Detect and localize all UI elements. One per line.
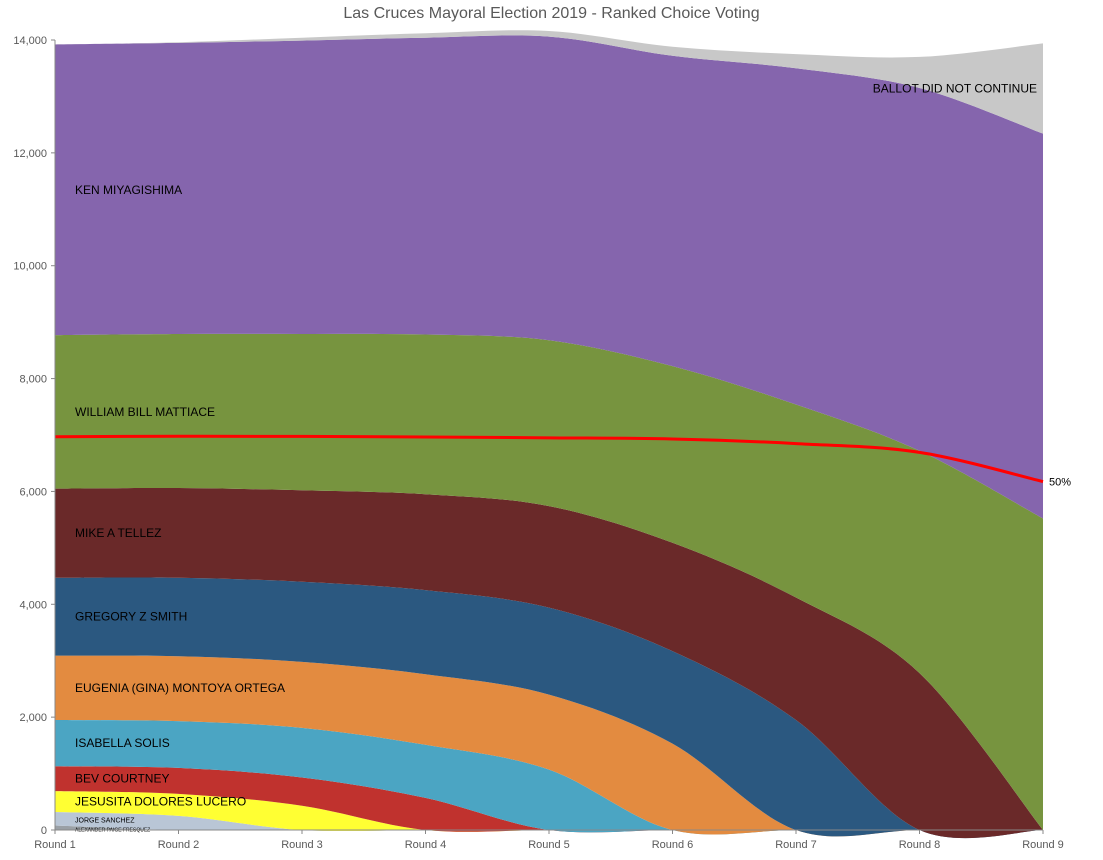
x-tick-label: Round 1 (34, 839, 76, 851)
stacked-area-chart: Las Cruces Mayoral Election 2019 - Ranke… (0, 0, 1103, 860)
x-tick-label: Round 3 (281, 839, 323, 851)
series-label: JORGE SANCHEZ (75, 818, 135, 825)
series-label: MIKE A TELLEZ (75, 526, 161, 540)
series-label: GREGORY Z SMITH (75, 610, 187, 624)
chart-title: Las Cruces Mayoral Election 2019 - Ranke… (343, 5, 759, 22)
x-tick-label: Round 8 (899, 839, 941, 851)
x-tick-label: Round 2 (158, 839, 200, 851)
y-tick-label: 14,000 (13, 35, 47, 47)
series-label: KEN MIYAGISHIMA (75, 183, 182, 197)
x-tick-label: Round 4 (405, 839, 447, 851)
x-tick-label: Round 9 (1022, 839, 1064, 851)
series-label: BEV COURTNEY (75, 772, 169, 786)
chart-container: Las Cruces Mayoral Election 2019 - Ranke… (0, 0, 1103, 860)
series-label: EUGENIA (GINA) MONTOYA ORTEGA (75, 681, 285, 695)
x-tick-label: Round 5 (528, 839, 570, 851)
y-tick-label: 10,000 (13, 261, 47, 273)
y-tick-label: 6,000 (19, 486, 47, 498)
series-label: BALLOT DID NOT CONTINUE (873, 82, 1037, 96)
y-tick-label: 2,000 (19, 712, 47, 724)
y-tick-label: 0 (41, 825, 47, 837)
series-label: ISABELLA SOLIS (75, 736, 170, 750)
fifty-percent-label: 50% (1049, 477, 1071, 489)
y-tick-label: 4,000 (19, 599, 47, 611)
x-tick-label: Round 6 (652, 839, 694, 851)
y-tick-label: 8,000 (19, 374, 47, 386)
series-label: JESUSITA DOLORES LUCERO (75, 795, 246, 809)
x-tick-label: Round 7 (775, 839, 817, 851)
y-tick-label: 12,000 (13, 148, 47, 160)
series-label: ALEXANDER PAIGE FRESQUEZ (75, 828, 150, 834)
series-label: WILLIAM BILL MATTIACE (75, 405, 215, 419)
